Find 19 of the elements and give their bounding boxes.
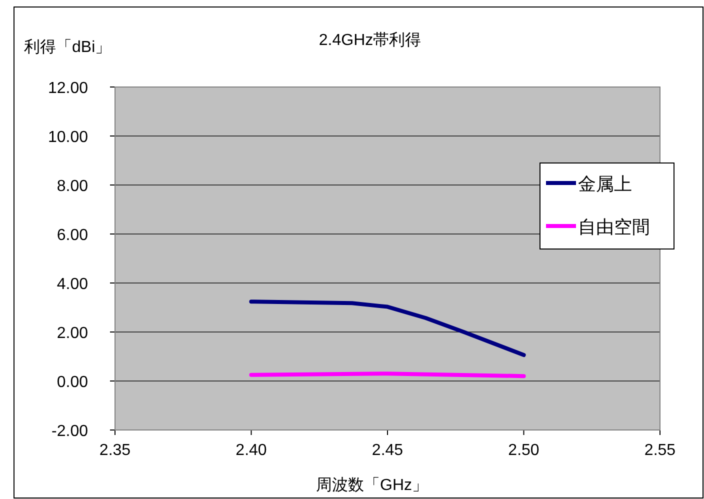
y-tick-label: 12.00 — [48, 80, 88, 97]
x-tick-label: 2.50 — [508, 442, 540, 459]
x-tick-label: 2.45 — [372, 442, 404, 459]
legend-label: 自由空間 — [578, 217, 650, 237]
y-tick-label: 2.00 — [56, 325, 88, 342]
y-tick-label: 6.00 — [56, 227, 88, 244]
y-tick-label: 8.00 — [56, 178, 88, 195]
x-axis-title: 周波数「GHz」 — [316, 476, 428, 494]
line-series — [249, 300, 526, 357]
x-tick-label: 2.40 — [236, 442, 267, 459]
legend-label: 金属上 — [578, 174, 632, 194]
y-axis-title: 利得「dBi」 — [24, 38, 112, 56]
y-tick-label: 0.00 — [56, 374, 88, 391]
x-tick-label: 2.35 — [99, 442, 131, 459]
y-tick-label: 10.00 — [48, 129, 88, 146]
y-tick-label: -2.00 — [52, 423, 88, 440]
x-tick-label: 2.55 — [644, 442, 676, 459]
y-tick-label: 4.00 — [56, 276, 88, 293]
chart-title: 2.4GHz帯利得 — [318, 31, 422, 49]
